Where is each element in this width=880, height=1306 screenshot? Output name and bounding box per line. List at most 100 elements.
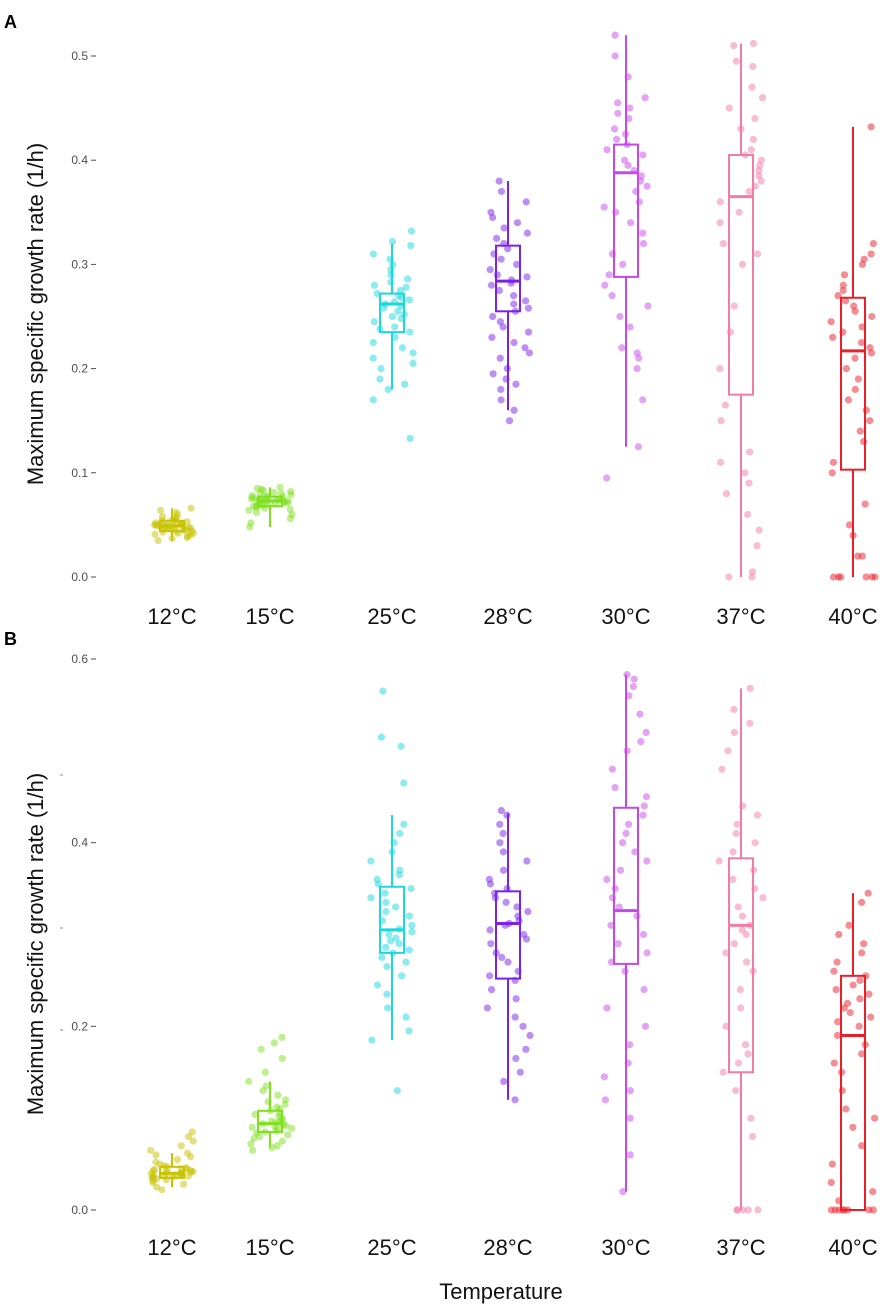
x-tick-label: 12°C	[147, 1235, 196, 1260]
data-point	[611, 52, 619, 60]
data-point	[749, 62, 757, 71]
data-point	[173, 1155, 182, 1164]
data-point	[744, 1206, 752, 1214]
data-point	[871, 1114, 879, 1122]
data-point	[251, 1110, 259, 1119]
data-point	[497, 255, 505, 263]
data-point	[839, 281, 847, 289]
data-point	[382, 943, 390, 951]
data-point	[841, 297, 850, 305]
box-group-4	[600, 671, 651, 1196]
data-point	[367, 894, 375, 902]
data-point	[640, 986, 648, 994]
data-point	[722, 1022, 730, 1030]
data-point	[858, 898, 866, 906]
panel-label-b: B	[4, 629, 17, 649]
data-point	[854, 375, 862, 383]
data-point	[519, 1022, 527, 1030]
data-point	[749, 39, 758, 48]
data-point	[856, 976, 864, 985]
box-iqr	[495, 890, 521, 980]
data-point	[278, 1033, 286, 1041]
data-point	[405, 1027, 413, 1035]
data-point	[398, 344, 407, 352]
box-group-2	[369, 227, 417, 443]
data-point	[614, 109, 622, 117]
data-point	[287, 487, 295, 496]
data-point	[633, 349, 641, 357]
data-point	[621, 156, 629, 164]
x-axis-ticks-b: 12°C 15°C 25°C 28°C 30°C 37°C 40°C	[147, 1235, 877, 1260]
data-point	[495, 286, 503, 295]
data-point	[384, 1004, 392, 1012]
data-point	[829, 573, 838, 581]
data-point	[828, 469, 836, 477]
data-point	[273, 1142, 281, 1150]
data-point	[845, 921, 853, 929]
data-point	[733, 1206, 741, 1214]
data-point	[503, 811, 511, 819]
data-point	[607, 921, 615, 929]
data-point	[840, 271, 849, 279]
data-point	[851, 354, 859, 362]
data-point	[753, 250, 762, 258]
data-point	[603, 146, 611, 154]
data-point	[741, 469, 749, 477]
box-iqr	[495, 244, 521, 313]
data-point	[850, 302, 858, 310]
data-point	[270, 1039, 278, 1047]
data-point	[509, 292, 518, 300]
data-point	[250, 1134, 258, 1142]
data-point	[734, 903, 742, 911]
x-axis-ticks-a: 12°C 15°C 25°C 28°C 30°C 37°C 40°C	[147, 604, 877, 629]
data-point	[868, 312, 876, 321]
data-point	[278, 1137, 287, 1145]
data-point	[605, 271, 613, 279]
data-point	[523, 857, 531, 865]
data-point	[526, 1031, 534, 1040]
data-point	[406, 434, 414, 443]
box-iqr	[840, 296, 866, 471]
box-group-2	[367, 687, 416, 1095]
data-point	[615, 903, 623, 911]
data-point	[496, 820, 504, 828]
data-point	[486, 972, 494, 980]
data-point	[524, 907, 532, 916]
data-point	[513, 903, 521, 911]
data-point	[746, 448, 754, 456]
data-point	[846, 1008, 854, 1017]
data-point	[753, 542, 761, 550]
data-point	[487, 281, 496, 289]
data-point	[626, 1087, 634, 1095]
data-point	[634, 443, 642, 451]
y-tick-label: 0.1	[71, 466, 88, 480]
data-point	[747, 1114, 755, 1122]
data-point	[739, 260, 747, 268]
data-point	[747, 146, 755, 154]
data-point	[637, 172, 645, 180]
data-point	[866, 417, 874, 425]
data-point	[744, 510, 752, 519]
data-point	[748, 1132, 757, 1141]
x-tick-label: 28°C	[483, 1235, 532, 1260]
data-point	[858, 1050, 866, 1058]
data-point	[858, 323, 866, 331]
data-point	[827, 1178, 835, 1187]
data-point	[186, 524, 194, 532]
data-point	[755, 526, 763, 534]
y-tick-label: 0.4	[71, 153, 88, 167]
data-point	[177, 1142, 185, 1150]
data-point	[832, 986, 840, 994]
data-point	[643, 182, 651, 190]
data-point	[386, 937, 395, 945]
data-point	[717, 458, 725, 466]
data-point	[383, 990, 391, 998]
data-point	[833, 958, 841, 966]
data-point	[522, 1045, 530, 1053]
data-point	[172, 508, 180, 516]
data-point	[865, 990, 873, 998]
data-point	[639, 396, 647, 404]
data-point	[270, 488, 278, 497]
data-point	[644, 302, 652, 310]
data-point	[748, 568, 757, 576]
